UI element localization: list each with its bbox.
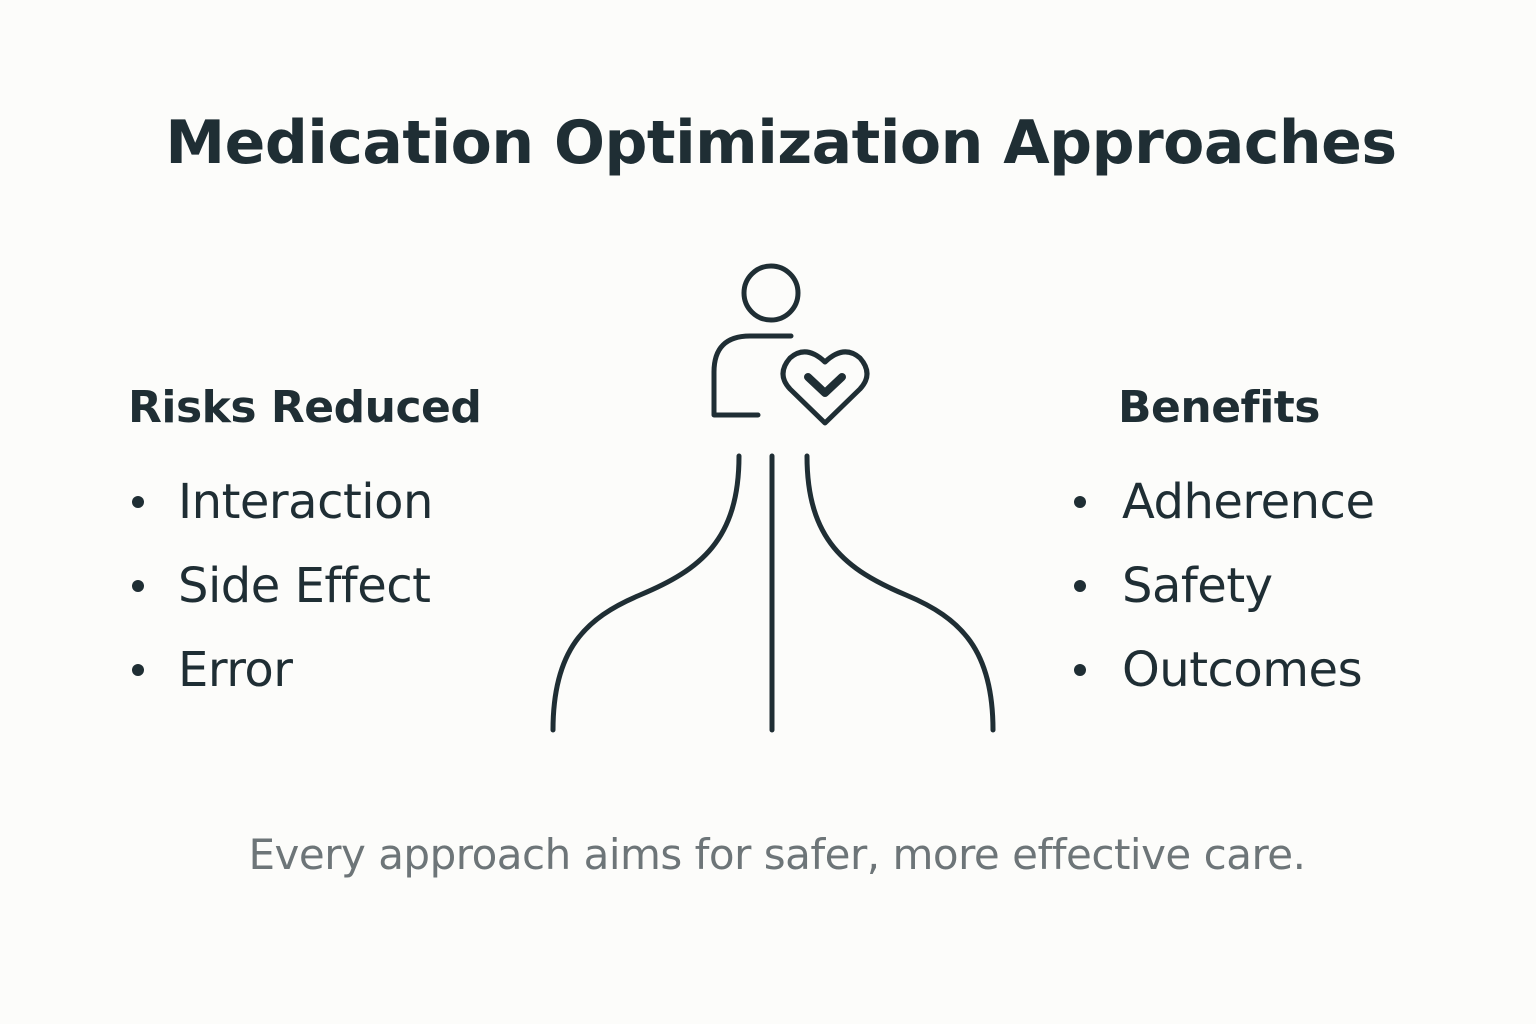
bullet-icon — [1074, 664, 1086, 676]
list-item-label: Interaction — [178, 474, 433, 530]
list-item-label: Safety — [1122, 558, 1273, 614]
footer-caption: Every approach aims for safer, more effe… — [248, 830, 1306, 879]
benefits-heading: Benefits — [1118, 382, 1321, 433]
right-path — [804, 453, 996, 733]
list-item-label: Outcomes — [1122, 642, 1363, 698]
heart-icon — [780, 349, 870, 426]
check-icon — [804, 373, 846, 397]
bullet-icon — [132, 664, 144, 676]
person-head-icon — [741, 263, 801, 323]
diverging-paths — [550, 453, 996, 733]
bullet-icon — [132, 580, 144, 592]
left-path — [550, 453, 742, 733]
bullet-icon — [132, 496, 144, 508]
person-body-icon — [711, 333, 794, 418]
list-item-label: Side Effect — [178, 558, 431, 614]
person-heart-icon — [711, 263, 870, 426]
risks-reduced-heading: Risks Reduced — [128, 382, 482, 433]
bullet-icon — [1074, 496, 1086, 508]
list-item-label: Error — [178, 642, 293, 698]
list-item-label: Adherence — [1122, 474, 1375, 530]
bullet-icon — [1074, 580, 1086, 592]
page-title: Medication Optimization Approaches — [165, 108, 1397, 178]
